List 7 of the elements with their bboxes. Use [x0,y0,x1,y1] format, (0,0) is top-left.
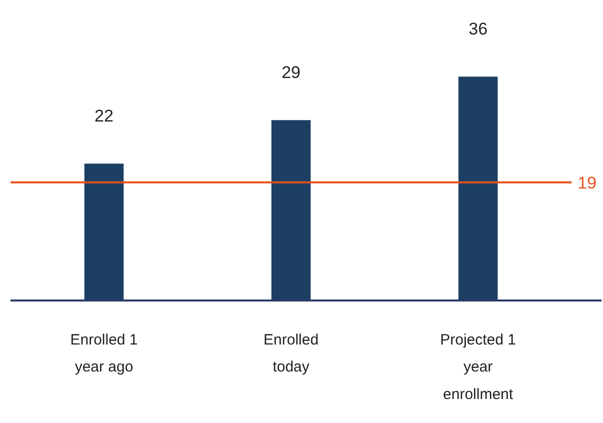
ref-line-label: 19 [578,173,596,192]
x-tick-label: Projected 1 year enrollment [440,332,516,403]
x-tick-label: Enrolled 1 year ago [70,332,138,376]
data-label: 29 [282,63,301,82]
data-label: 22 [94,106,114,126]
data-label: 36 [468,20,488,39]
x-tick-label: Enrolled today [264,332,319,376]
